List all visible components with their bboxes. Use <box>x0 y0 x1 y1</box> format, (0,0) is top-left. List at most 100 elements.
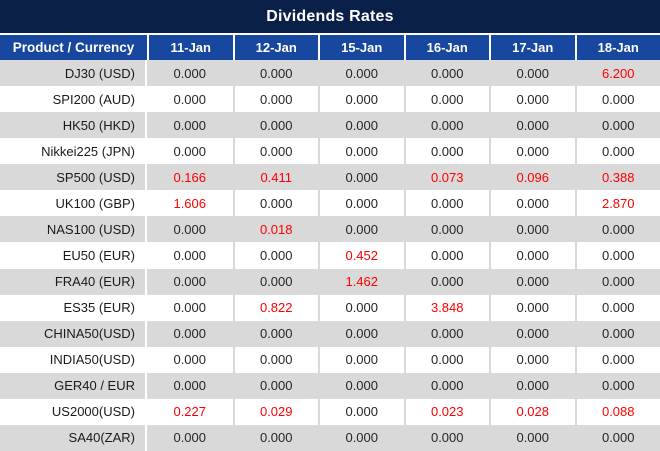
table-row: INDIA50(USD) 0.000 0.000 0.000 0.000 0.000 0.0… <box>0 346 660 373</box>
value-cell: 0.000 <box>173 352 207 368</box>
table-row: UK100 (GBP) 1.606 0.000 0.000 0.000 0.000 2.87… <box>0 190 660 217</box>
date-column-header: 17-Jan <box>489 35 575 60</box>
value-cell: 3.848 <box>403 294 490 321</box>
value-cell: 0.000 <box>173 65 207 81</box>
value-cell: 0.000 <box>489 372 575 399</box>
value-cell: 0.166 <box>173 169 207 185</box>
value-cell: 0.000 <box>574 320 660 347</box>
value-cell: 0.000 <box>574 294 660 321</box>
table-row: SP500 (USD) 0.166 0.411 0.000 0.073 0.096 0.38… <box>0 164 660 191</box>
value-cell: 0.000 <box>318 60 404 87</box>
product-cell: EU50 (EUR) <box>0 242 147 269</box>
value-cell: 0.000 <box>318 346 404 373</box>
table-row: DJ30 (USD) 0.000 0.000 0.000 0.000 0.000 6.200 <box>0 60 660 87</box>
product-cell: INDIA50(USD) <box>0 346 147 373</box>
product-cell: GER40 / EUR <box>0 372 147 399</box>
value-cell: 0.000 <box>232 112 319 139</box>
value-cell: 0.000 <box>318 424 404 451</box>
value-cell: 0.000 <box>173 274 207 290</box>
value-cell: 0.000 <box>173 143 207 159</box>
product-cell: SPI200 (AUD) <box>0 86 147 113</box>
page-title: Dividends Rates <box>266 7 394 25</box>
value-cell: 0.028 <box>489 398 575 425</box>
table-row: SPI200 (AUD) 0.000 0.000 0.000 0.000 0.000 0.0… <box>0 86 660 113</box>
value-cell: 1.606 <box>173 195 207 211</box>
product-cell: US2000(USD) <box>0 398 147 425</box>
value-cell: 0.000 <box>232 346 319 373</box>
table-row: NAS100 (USD) 0.000 0.018 0.000 0.000 0.000 0.0… <box>0 216 660 243</box>
date-column-header: 18-Jan <box>574 35 660 60</box>
value-cell: 0.000 <box>403 372 490 399</box>
value-cell: 2.870 <box>574 190 660 217</box>
table-header-row: Product / Currency 11-Jan 12-Jan 15-Jan 16-… <box>0 35 660 60</box>
value-cell: 0.000 <box>318 138 404 165</box>
value-cell: 0.000 <box>574 216 660 243</box>
product-currency-header: Product / Currency <box>12 40 135 55</box>
value-cell: 0.000 <box>574 268 660 295</box>
value-cell: 0.000 <box>489 346 575 373</box>
date-column-header: 11-Jan <box>147 35 233 60</box>
value-cell: 0.000 <box>489 86 575 113</box>
product-cell: ES35 (EUR) <box>0 294 147 321</box>
date-column-header: 12-Jan <box>232 35 319 60</box>
value-cell: 0.000 <box>403 424 490 451</box>
value-cell: 0.388 <box>574 164 660 191</box>
table-row: HK50 (HKD) 0.000 0.000 0.000 0.000 0.000 0.000 <box>0 112 660 139</box>
product-cell: UK100 (GBP) <box>0 190 147 217</box>
value-cell: 0.000 <box>173 326 207 342</box>
date-column-header: 16-Jan <box>403 35 490 60</box>
table-row: SA40(ZAR) 0.000 0.000 0.000 0.000 0.000 0.000 <box>0 424 660 451</box>
table-body: DJ30 (USD) 0.000 0.000 0.000 0.000 0.000 6.200… <box>0 60 660 451</box>
value-cell: 0.000 <box>489 294 575 321</box>
value-cell: 0.000 <box>574 242 660 269</box>
value-cell: 0.000 <box>489 138 575 165</box>
product-cell: SA40(ZAR) <box>0 424 147 451</box>
value-cell: 0.088 <box>574 398 660 425</box>
value-cell: 0.000 <box>574 138 660 165</box>
table-row: CHINA50(USD) 0.000 0.000 0.000 0.000 0.000 0.0… <box>0 320 660 347</box>
value-cell: 0.000 <box>403 60 490 87</box>
value-cell: 0.000 <box>318 86 404 113</box>
value-cell: 0.000 <box>489 268 575 295</box>
value-cell: 0.000 <box>574 346 660 373</box>
value-cell: 0.029 <box>232 398 319 425</box>
value-cell: 0.000 <box>173 91 207 107</box>
value-cell: 0.000 <box>574 112 660 139</box>
table-row: EU50 (EUR) 0.000 0.000 0.452 0.000 0.000 0.000 <box>0 242 660 269</box>
value-cell: 0.000 <box>403 190 490 217</box>
value-cell: 0.000 <box>232 424 319 451</box>
value-cell: 0.018 <box>232 216 319 243</box>
value-cell: 0.000 <box>232 242 319 269</box>
value-cell: 0.000 <box>173 247 207 263</box>
value-cell: 0.000 <box>232 190 319 217</box>
value-cell: 0.411 <box>232 164 319 191</box>
value-cell: 0.023 <box>403 398 490 425</box>
value-cell: 0.000 <box>403 86 490 113</box>
value-cell: 0.822 <box>232 294 319 321</box>
value-cell: 0.000 <box>403 216 490 243</box>
value-cell: 0.000 <box>232 86 319 113</box>
value-cell: 0.000 <box>489 242 575 269</box>
date-column-header: 15-Jan <box>318 35 404 60</box>
value-cell: 0.000 <box>173 221 207 237</box>
value-cell: 0.452 <box>318 242 404 269</box>
table-row: FRA40 (EUR) 0.000 0.000 1.462 0.000 0.000 0.00… <box>0 268 660 295</box>
value-cell: 0.000 <box>574 424 660 451</box>
value-cell: 0.000 <box>489 320 575 347</box>
value-cell: 0.000 <box>318 398 404 425</box>
table-row: GER40 / EUR 0.000 0.000 0.000 0.000 0.000 0.00… <box>0 372 660 399</box>
product-cell: HK50 (HKD) <box>0 112 147 139</box>
value-cell: 0.000 <box>318 190 404 217</box>
value-cell: 0.000 <box>318 294 404 321</box>
value-cell: 0.000 <box>574 86 660 113</box>
table-row: ES35 (EUR) 0.000 0.822 0.000 3.848 0.000 0.000 <box>0 294 660 321</box>
value-cell: 0.000 <box>489 216 575 243</box>
value-cell: 0.000 <box>403 346 490 373</box>
value-cell: 0.000 <box>232 320 319 347</box>
value-cell: 0.000 <box>403 112 490 139</box>
value-cell: 0.000 <box>318 216 404 243</box>
product-cell: CHINA50(USD) <box>0 320 147 347</box>
value-cell: 0.000 <box>318 164 404 191</box>
value-cell: 0.000 <box>489 424 575 451</box>
